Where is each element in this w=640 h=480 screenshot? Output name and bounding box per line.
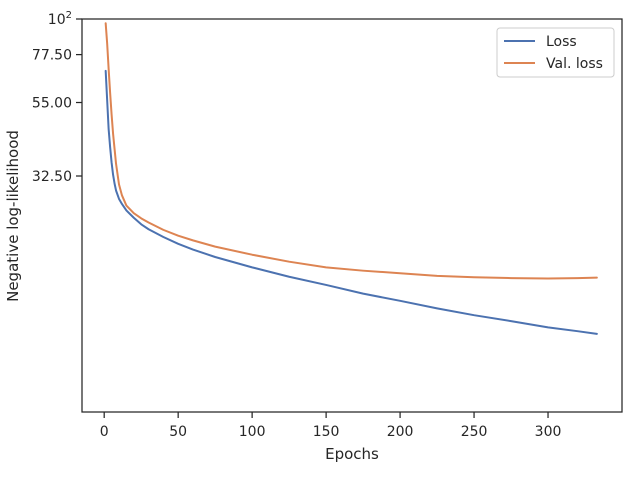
x-tick-label: 50 (169, 424, 187, 440)
plot-frame (81, 18, 623, 413)
x-ticks: 0 50 100 150 200 250 300 (100, 412, 562, 440)
x-axis-title: Epochs (325, 445, 379, 463)
series-line-1 (104, 22, 598, 280)
plot-lines (104, 22, 598, 335)
y-ticks: 102 77.50 55.00 32.50 (32, 10, 82, 185)
legend-label-val-loss: Val. loss (546, 56, 603, 72)
series-line-0 (104, 69, 598, 335)
x-tick-label: 100 (239, 424, 266, 440)
legend: Loss Val. loss (496, 27, 615, 78)
y-axis-title: Negative log-likelihood (4, 130, 22, 302)
y-tick-label: 77.50 (32, 48, 72, 64)
y-tick-label: 55.00 (32, 96, 72, 112)
y-tick-label: 32.50 (32, 169, 72, 185)
x-tick-label: 200 (387, 424, 414, 440)
y-tick-label: 102 (48, 10, 72, 28)
x-tick-label: 0 (100, 424, 109, 440)
x-tick-label: 150 (313, 424, 340, 440)
legend-label-loss: Loss (546, 34, 577, 50)
x-tick-label: 250 (461, 424, 488, 440)
x-tick-label: 300 (535, 424, 562, 440)
